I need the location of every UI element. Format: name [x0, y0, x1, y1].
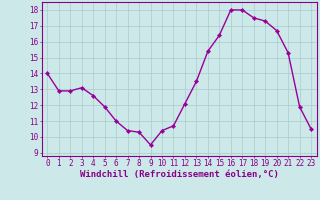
X-axis label: Windchill (Refroidissement éolien,°C): Windchill (Refroidissement éolien,°C)	[80, 170, 279, 179]
